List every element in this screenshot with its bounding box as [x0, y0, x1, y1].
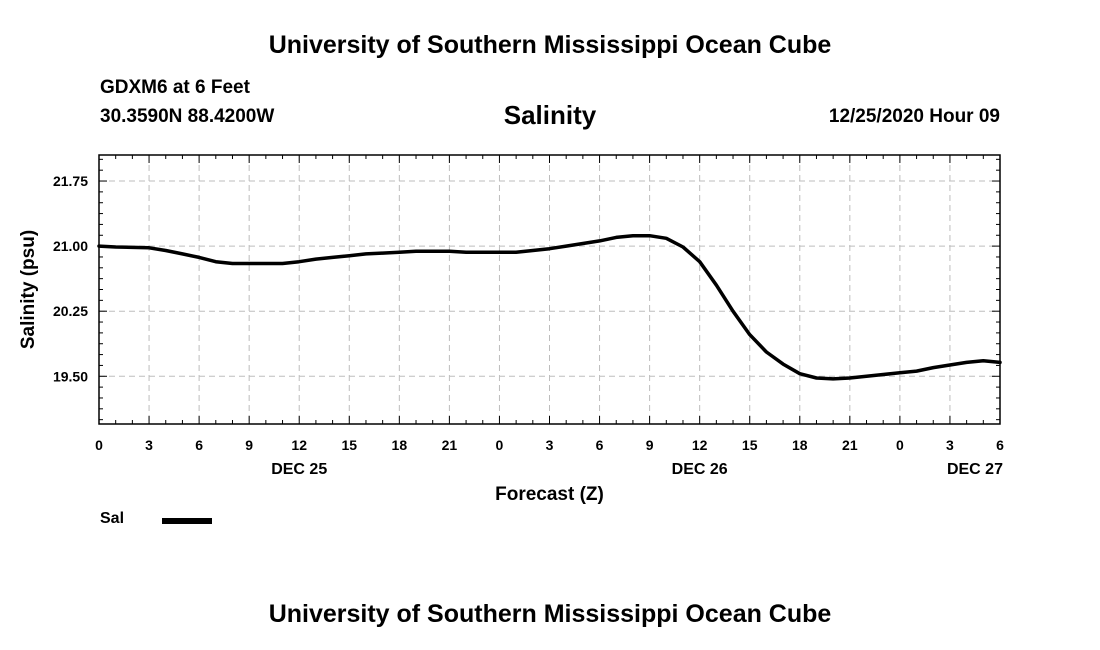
- x-tick-label: 0: [496, 437, 504, 453]
- x-tick-label: 12: [291, 437, 307, 453]
- x-tick-label: 6: [596, 437, 604, 453]
- x-tick-label: 21: [842, 437, 858, 453]
- footer-title: University of Southern Mississippi Ocean…: [268, 600, 832, 628]
- coordinates-label: 30.3590N 88.4200W: [100, 106, 275, 127]
- y-axis-title: Salinity (psu): [18, 230, 39, 349]
- x-tick-label: 9: [646, 437, 654, 453]
- x-tick-label: 3: [546, 437, 554, 453]
- x-tick-label: 0: [896, 437, 904, 453]
- x-tick-label: 0: [95, 437, 103, 453]
- chart-title: Salinity: [503, 100, 597, 130]
- x-tick-label: 21: [442, 437, 458, 453]
- x-tick-label: 12: [692, 437, 708, 453]
- x-tick-label: 6: [195, 437, 203, 453]
- series-line-sal: [97, 233, 1002, 381]
- x-date-label: DEC 27: [947, 461, 1003, 478]
- x-tick-label: 15: [341, 437, 357, 453]
- legend-swatch-sal: [162, 518, 212, 524]
- x-tick-label: 18: [792, 437, 808, 453]
- y-tick-label: 19.50: [53, 368, 88, 384]
- legend-label: Sal: [100, 510, 125, 527]
- x-date-label: DEC 25: [271, 461, 327, 478]
- x-tick-label: 18: [392, 437, 408, 453]
- plot-frame: [98, 154, 1001, 425]
- y-tick-label: 21.00: [53, 238, 88, 254]
- x-tick-label: 3: [946, 437, 954, 453]
- x-date-label: DEC 26: [672, 461, 728, 478]
- y-tick-label: 21.75: [53, 173, 88, 189]
- datetime-label: 12/25/2020 Hour 09: [828, 106, 1000, 127]
- x-tick-label: 3: [145, 437, 153, 453]
- x-tick-label: 15: [742, 437, 758, 453]
- header-title: University of Southern Mississippi Ocean…: [268, 31, 832, 59]
- y-tick-label: 20.25: [53, 303, 88, 319]
- x-axis-title: Forecast (Z): [495, 484, 604, 505]
- x-tick-label: 6: [996, 437, 1004, 453]
- x-tick-label: 9: [245, 437, 253, 453]
- station-label: GDXM6 at 6 Feet: [100, 77, 250, 98]
